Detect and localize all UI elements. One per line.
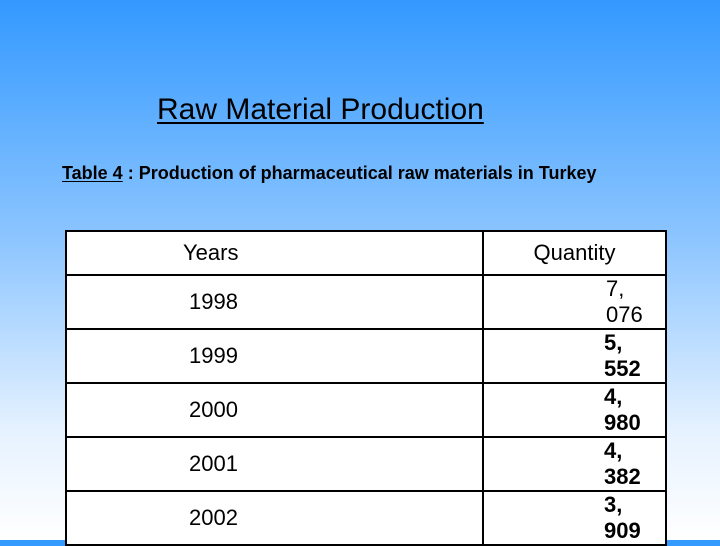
table-row: 2002 3, 909	[65, 490, 667, 546]
table-header-row: Years Quantity	[65, 230, 667, 276]
year-cell: 2000	[65, 382, 484, 438]
table-row: 2001 4, 382	[65, 436, 667, 492]
table-reference: Table 4	[62, 163, 123, 183]
header-years: Years	[65, 230, 484, 276]
quantity-cell: 5, 552	[482, 328, 667, 384]
slide-title: Raw Material Production	[157, 93, 484, 126]
year-cell: 1998	[65, 274, 484, 330]
quantity-cell: 4, 980	[482, 382, 667, 438]
table-caption: Table 4 : Production of pharmaceutical r…	[62, 162, 597, 184]
caption-text: : Production of pharmaceutical raw mater…	[122, 163, 597, 183]
production-table: Years Quantity 1998 7, 076 1999 5, 552 2…	[65, 230, 667, 546]
quantity-cell: 7, 076	[482, 274, 667, 330]
table-row: 1998 7, 076	[65, 274, 667, 330]
year-cell: 2002	[65, 490, 484, 546]
quantity-cell: 3, 909	[482, 490, 667, 546]
year-cell: 1999	[65, 328, 484, 384]
year-cell: 2001	[65, 436, 484, 492]
table-row: 2000 4, 980	[65, 382, 667, 438]
header-quantity: Quantity	[482, 230, 667, 276]
table-row: 1999 5, 552	[65, 328, 667, 384]
quantity-cell: 4, 382	[482, 436, 667, 492]
